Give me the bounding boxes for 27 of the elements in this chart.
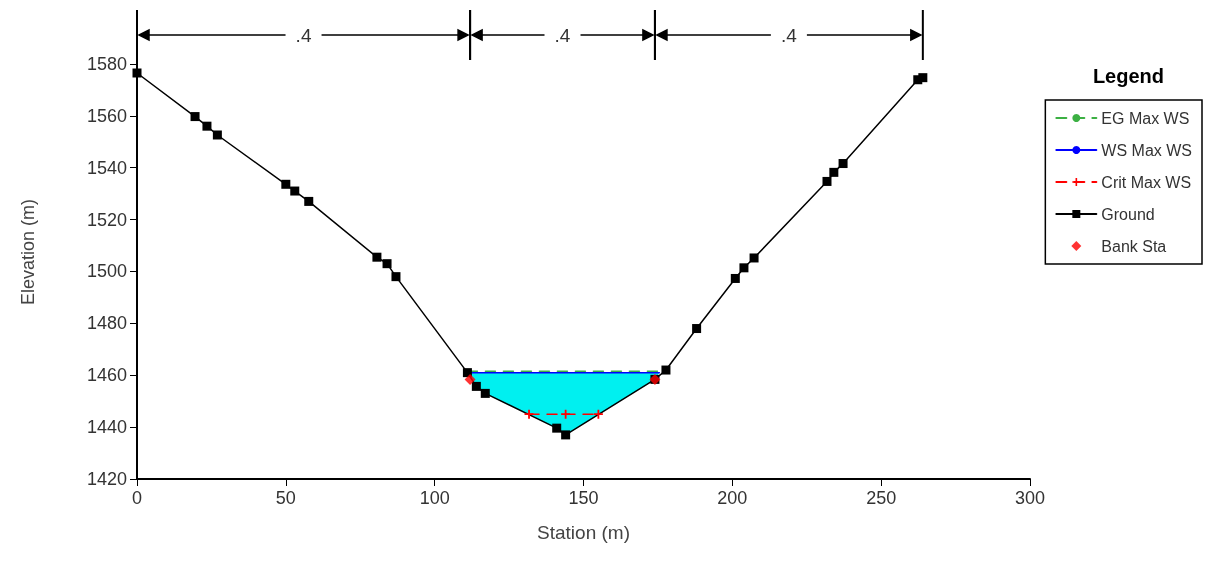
legend-label: Ground	[1101, 205, 1155, 223]
x-tick-label: 50	[275, 488, 296, 508]
legend-label: Bank Sta	[1101, 237, 1167, 255]
annotation: .4	[295, 25, 312, 46]
x-axis-title: Station (m)	[537, 522, 630, 543]
x-tick-label: 200	[717, 488, 748, 508]
x-tick-label: 100	[419, 488, 450, 508]
x-tick-label: 250	[866, 488, 897, 508]
y-tick-label: 1440	[86, 417, 127, 438]
legend-title: Legend	[1092, 65, 1165, 87]
y-tick-label: 1560	[86, 105, 127, 126]
annotation: .4	[554, 25, 571, 46]
y-tick-label: 1580	[86, 53, 127, 74]
y-tick-label: 1460	[86, 365, 127, 386]
x-tick-label: 0	[131, 488, 143, 508]
legend-label: Crit Max WS	[1101, 173, 1192, 191]
y-tick-label: 1540	[86, 157, 127, 178]
y-tick-label: 1420	[86, 469, 127, 489]
annotation: .4	[780, 25, 798, 46]
x-tick-label: 300	[1014, 488, 1046, 508]
y-tick-label: 1500	[86, 261, 127, 282]
y-tick-label: 1480	[86, 313, 127, 334]
legend-label: WS Max WS	[1101, 141, 1193, 159]
y-tick-label: 1520	[86, 209, 127, 230]
x-tick-label: 150	[568, 488, 599, 508]
legend-label: EG Max WS	[1101, 109, 1190, 127]
y-axis-title: Elevation (m)	[18, 198, 38, 306]
